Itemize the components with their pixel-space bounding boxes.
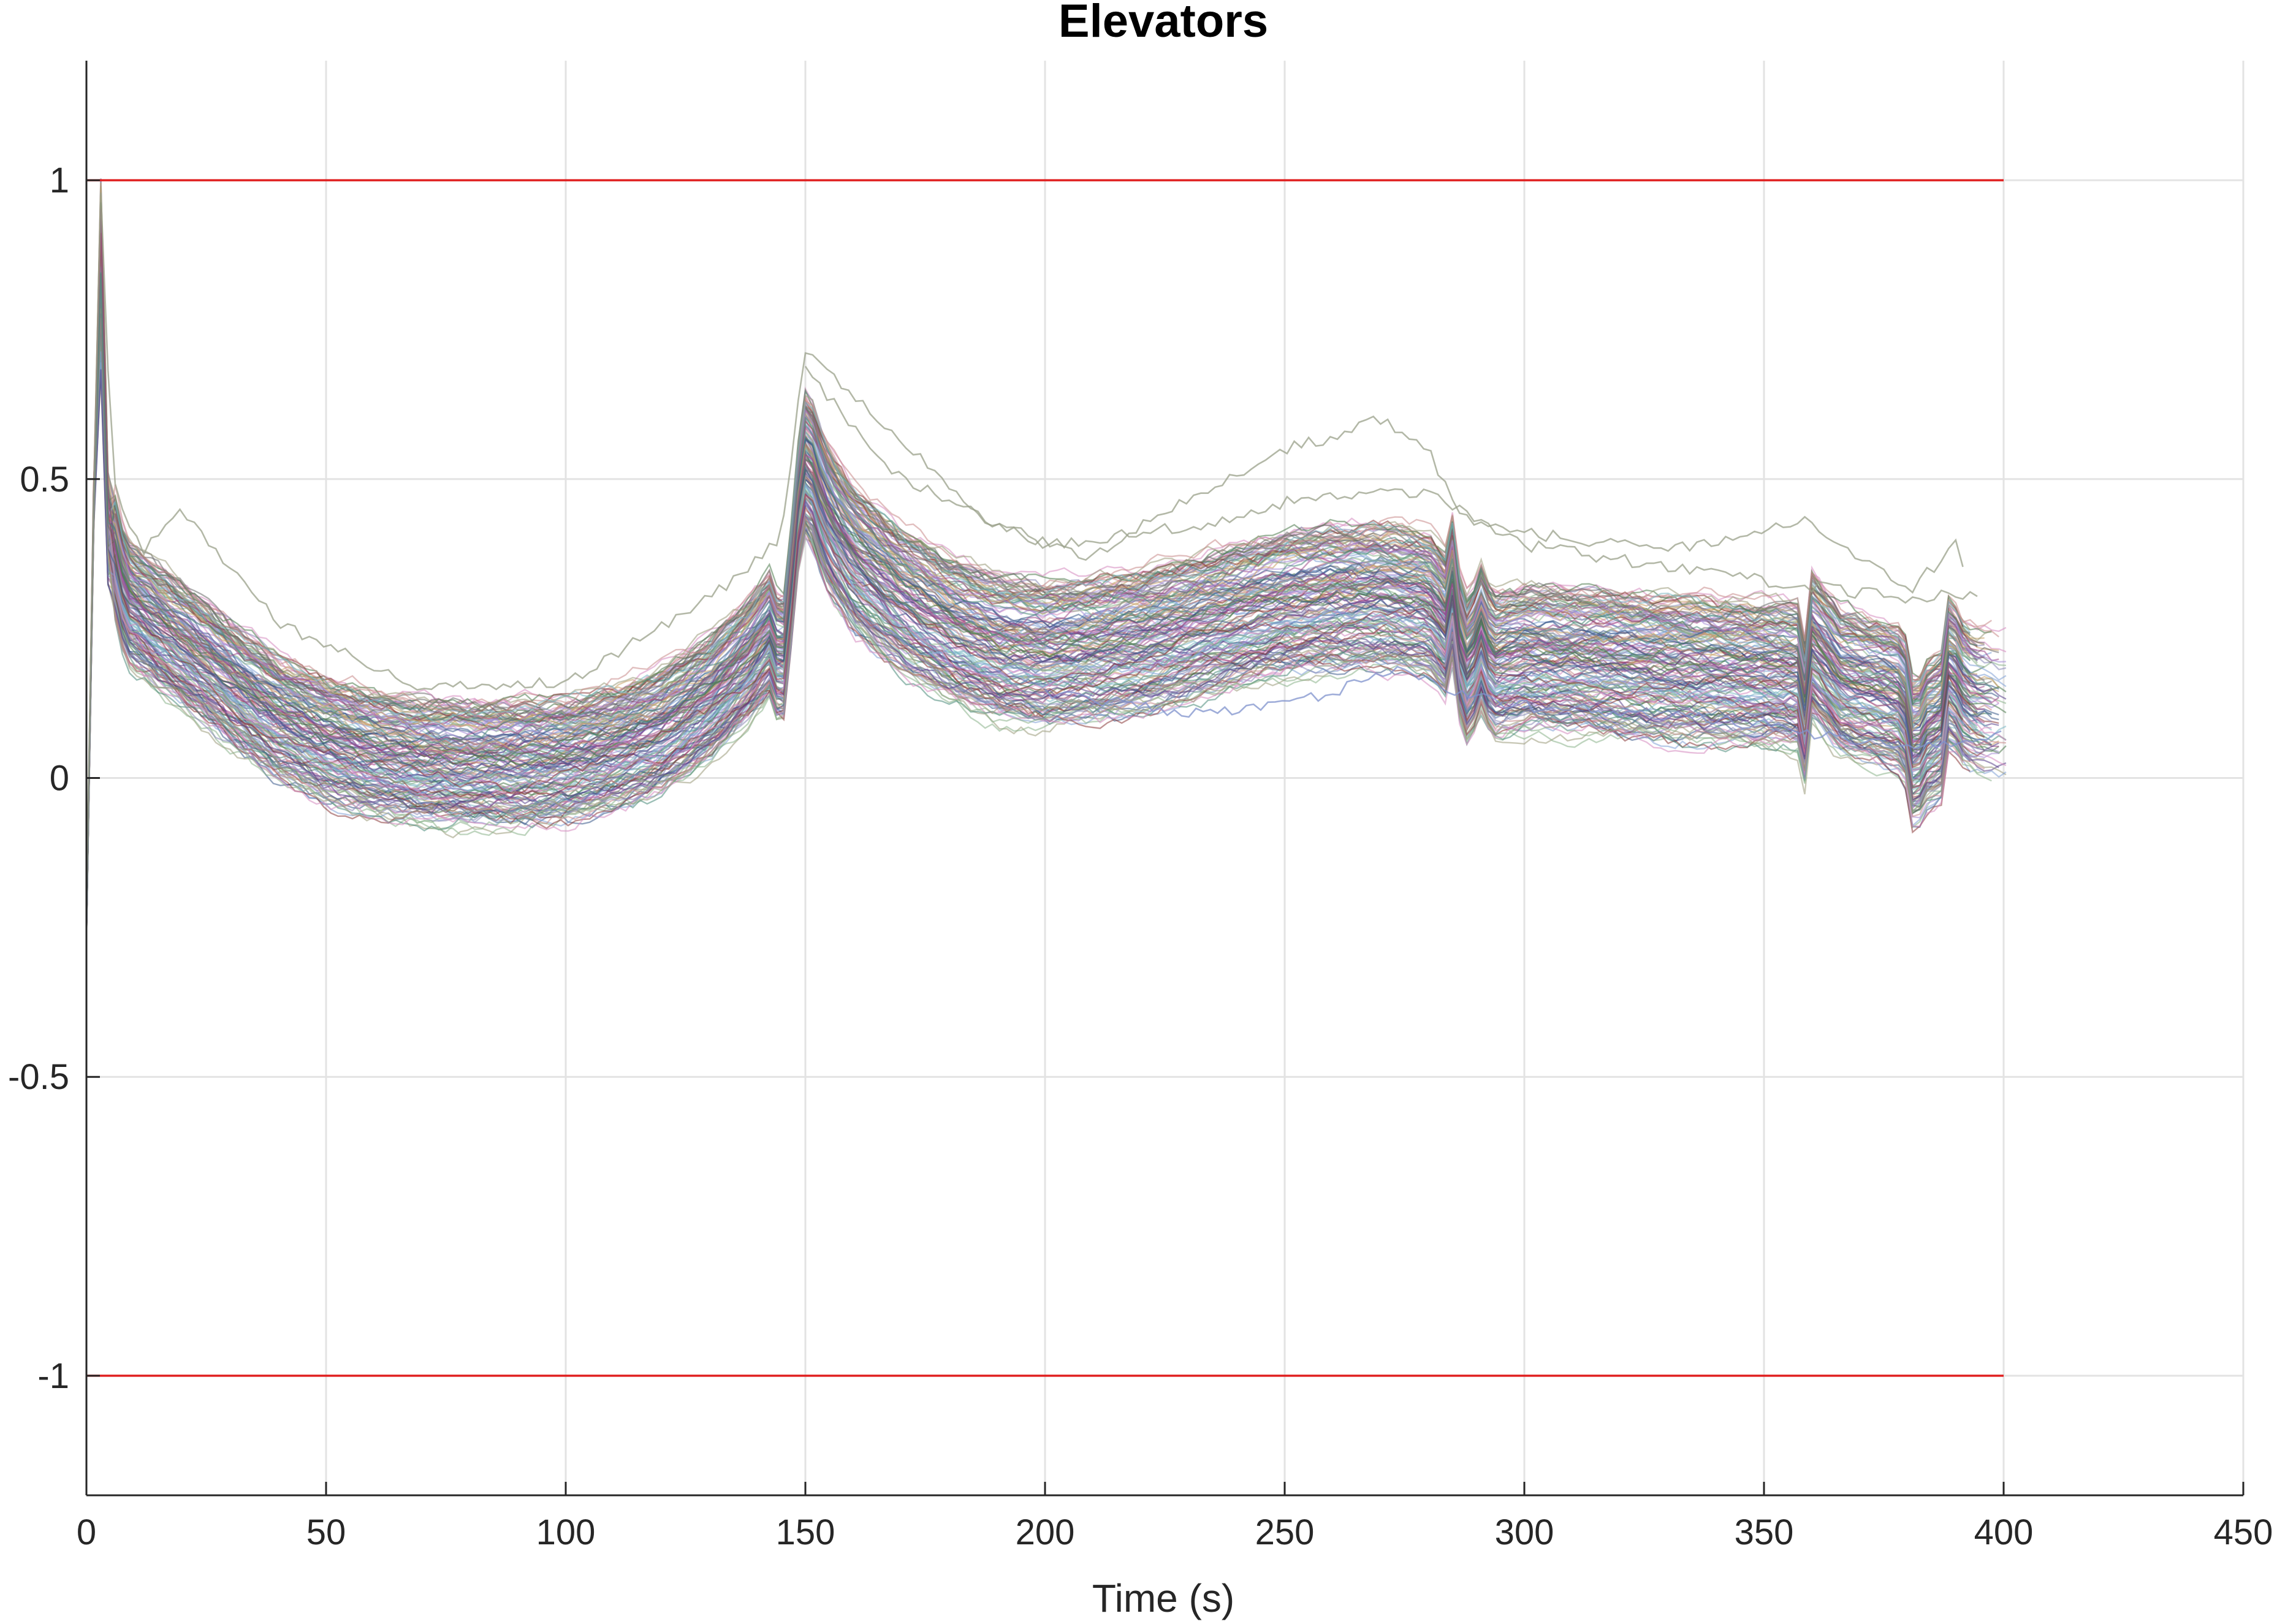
run-line: [85, 196, 2000, 915]
x-tick-label: 0: [77, 1512, 96, 1552]
run-line: [85, 257, 1971, 935]
axes-box: [85, 61, 2245, 1497]
limit-lines: [86, 179, 2004, 1377]
outlier-run-line: [804, 365, 1978, 604]
run-line: [85, 311, 2006, 933]
y-tick-label: 1: [50, 161, 69, 200]
run-line: [85, 272, 1956, 931]
x-tick-label: 150: [776, 1512, 835, 1552]
run-line: [85, 240, 1985, 927]
run-line: [85, 266, 1971, 922]
run-line: [85, 202, 2007, 928]
outlier-run-line: [85, 192, 1964, 898]
run-line: [85, 292, 1985, 924]
run-line: [85, 330, 1978, 915]
run-line: [85, 309, 1964, 934]
chart-title: Elevators: [1059, 0, 1268, 47]
run-line: [85, 308, 1999, 924]
x-tick-label: 350: [1735, 1512, 1794, 1552]
run-line: [85, 208, 1999, 927]
run-line: [85, 221, 1964, 925]
x-tick-label: 400: [1974, 1512, 2034, 1552]
run-line: [85, 331, 1964, 919]
x-tick-label: 450: [2214, 1512, 2273, 1552]
x-tick-label: 300: [1495, 1512, 1554, 1552]
run-line: [85, 341, 1993, 930]
y-tick-label: 0.5: [20, 460, 69, 499]
run-line: [85, 275, 2006, 931]
run-line: [85, 305, 1978, 928]
outlier-run-line: [1044, 666, 2002, 749]
run-line: [85, 230, 1978, 932]
run-line: [85, 275, 1964, 938]
run-line: [85, 369, 1999, 934]
run-line: [85, 313, 1992, 928]
run-line: [85, 256, 1999, 932]
run-line: [85, 308, 1964, 933]
run-line: [85, 281, 2007, 934]
x-tick-label: 50: [306, 1512, 346, 1552]
y-tick-label: -0.5: [8, 1057, 69, 1097]
x-tick-label: 200: [1016, 1512, 1075, 1552]
run-line: [85, 351, 1964, 932]
run-line: [85, 219, 2007, 924]
x-tick-label: 100: [536, 1512, 596, 1552]
x-axis-label: Time (s): [1092, 1576, 1234, 1620]
run-line: [85, 339, 1993, 925]
run-line: [85, 242, 1978, 935]
x-tick-label: 250: [1255, 1512, 1315, 1552]
y-tick-labels: -1 -0.5 0 0.5 1: [8, 161, 69, 1396]
run-line: [85, 265, 1978, 934]
run-series: [85, 178, 2007, 939]
y-tick-label: -1: [37, 1356, 69, 1396]
y-tick-label: 0: [50, 759, 69, 799]
run-line: [85, 233, 1971, 918]
x-tick-labels: 0 50 100 150 200 250 300 350 400 450: [77, 1512, 2273, 1552]
